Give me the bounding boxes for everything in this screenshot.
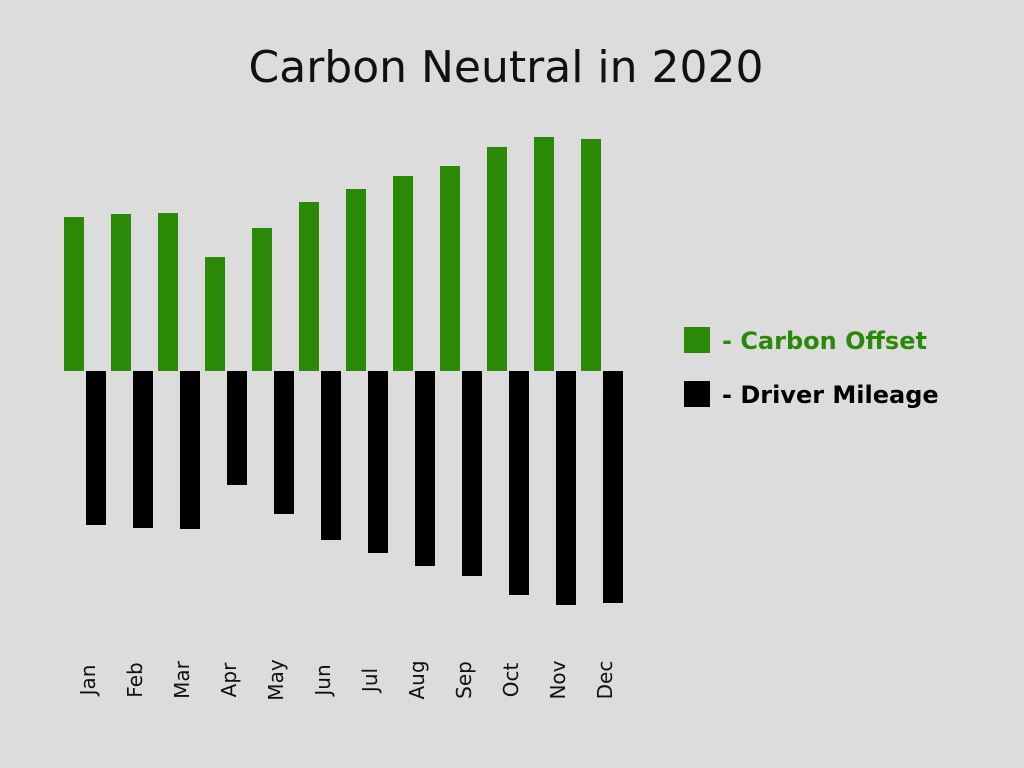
carbon-offset-bar-jun bbox=[299, 202, 319, 371]
carbon-offset-bars bbox=[64, 137, 601, 371]
x-tick-label-apr: Apr bbox=[217, 662, 241, 697]
carbon-offset-bar-sep bbox=[440, 166, 460, 371]
driver-mileage-bar-dec bbox=[603, 371, 623, 603]
driver-mileage-bar-sep bbox=[462, 371, 482, 576]
legend: - Carbon Offset - Driver Mileage bbox=[684, 327, 939, 409]
carbon-offset-bar-oct bbox=[487, 147, 507, 371]
driver-mileage-bar-aug bbox=[415, 371, 435, 566]
driver-mileage-bar-jul bbox=[368, 371, 388, 553]
x-tick-label-may: May bbox=[264, 659, 288, 701]
x-tick-label-aug: Aug bbox=[405, 660, 429, 699]
legend-swatch-driver-mileage bbox=[684, 381, 710, 407]
x-tick-label-jul: Jul bbox=[358, 668, 382, 694]
carbon-offset-bar-mar bbox=[158, 213, 178, 371]
driver-mileage-bar-may bbox=[274, 371, 294, 514]
x-tick-label-jun: Jun bbox=[311, 664, 335, 697]
legend-swatch-carbon-offset bbox=[684, 327, 710, 353]
carbon-offset-bar-dec bbox=[581, 139, 601, 371]
x-tick-label-oct: Oct bbox=[499, 663, 523, 698]
legend-label-driver-mileage: - Driver Mileage bbox=[722, 381, 939, 409]
x-tick-label-mar: Mar bbox=[170, 660, 194, 699]
carbon-offset-bar-feb bbox=[111, 214, 131, 371]
driver-mileage-bar-jun bbox=[321, 371, 341, 540]
driver-mileage-bar-apr bbox=[227, 371, 247, 485]
x-tick-label-sep: Sep bbox=[452, 661, 476, 699]
carbon-offset-bar-aug bbox=[393, 176, 413, 371]
driver-mileage-bar-feb bbox=[133, 371, 153, 528]
carbon-offset-bar-may bbox=[252, 228, 272, 371]
x-tick-label-dec: Dec bbox=[593, 661, 617, 700]
legend-label-carbon-offset: - Carbon Offset bbox=[722, 327, 927, 355]
x-tick-label-jan: Jan bbox=[76, 665, 100, 698]
carbon-offset-bar-apr bbox=[205, 257, 225, 371]
carbon-offset-bar-jul bbox=[346, 189, 366, 371]
carbon-offset-bar-jan bbox=[64, 217, 84, 371]
chart-title: Carbon Neutral in 2020 bbox=[249, 42, 764, 93]
carbon-offset-bar-nov bbox=[534, 137, 554, 371]
driver-mileage-bar-mar bbox=[180, 371, 200, 529]
x-tick-label-nov: Nov bbox=[546, 660, 570, 699]
x-axis-tick-labels: Jan Feb Mar Apr May Jun Jul Aug Sep Oct Nov Dec bbox=[76, 659, 617, 701]
driver-mileage-bar-jan bbox=[86, 371, 106, 525]
driver-mileage-bars bbox=[86, 371, 623, 605]
driver-mileage-bar-oct bbox=[509, 371, 529, 595]
x-tick-label-feb: Feb bbox=[123, 662, 147, 697]
driver-mileage-bar-nov bbox=[556, 371, 576, 605]
